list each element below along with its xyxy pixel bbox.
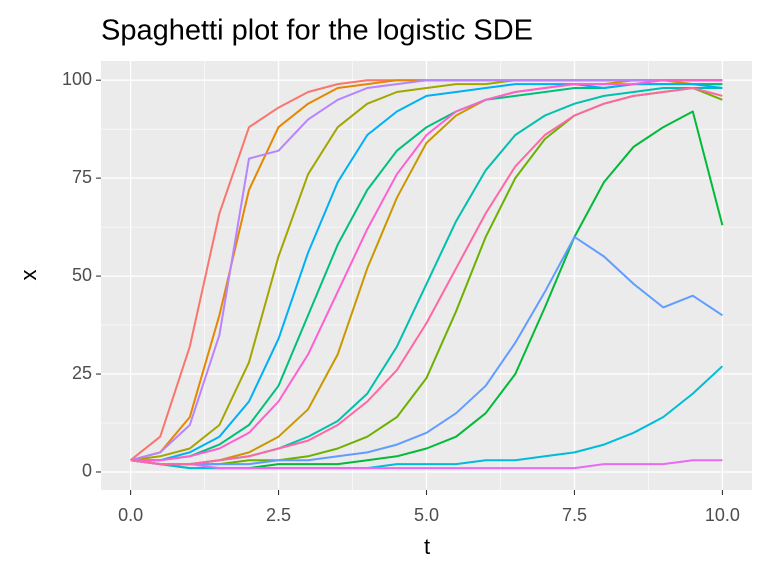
y-tick-label: 100: [62, 69, 92, 89]
series-line: [130, 87, 723, 466]
x-tick-label: 2.5: [266, 505, 291, 525]
y-tick-label: 50: [72, 265, 92, 285]
y-axis-label: x: [16, 270, 41, 281]
series-line: [130, 79, 723, 462]
x-tick-label: 5.0: [414, 505, 439, 525]
series-line: [130, 79, 723, 466]
x-tick-label: 10.0: [705, 505, 740, 525]
y-tick-label: 0: [82, 461, 92, 481]
series-line: [130, 83, 723, 462]
x-axis-label: t: [424, 534, 430, 559]
x-tick-label: 7.5: [562, 505, 587, 525]
y-tick-label: 75: [72, 167, 92, 187]
x-tick-label: 0.0: [118, 505, 143, 525]
series-line: [130, 79, 723, 462]
series-line: [130, 459, 723, 470]
y-tick-label: 25: [72, 363, 92, 383]
series-line: [130, 235, 723, 466]
chart-title: Spaghetti plot for the logistic SDE: [101, 15, 533, 47]
